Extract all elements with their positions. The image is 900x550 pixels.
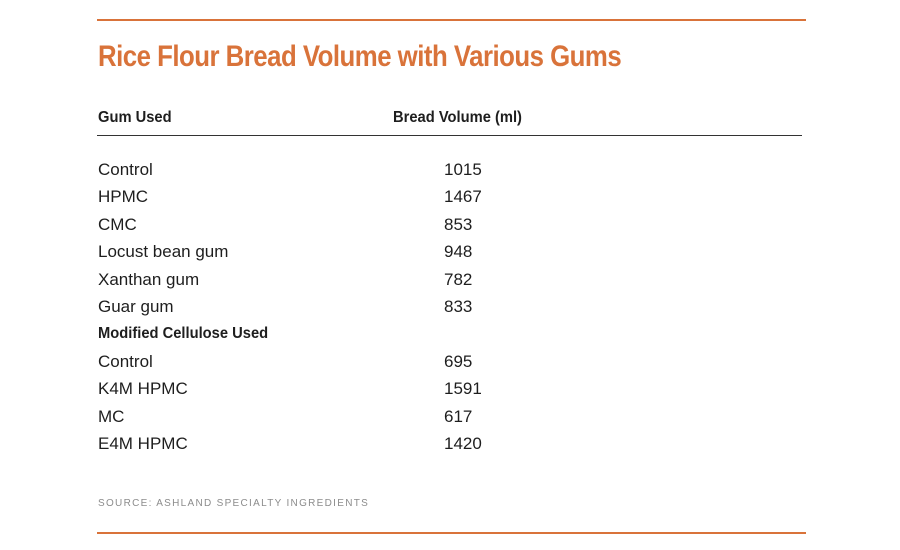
table-row: CMC 853 [0, 212, 900, 239]
row-gum-name: CMC [98, 214, 137, 234]
row-gum-name: Locust bean gum [98, 242, 229, 262]
table-row: Guar gum 833 [0, 294, 900, 321]
section-heading: Modified Cellulose Used [98, 325, 269, 343]
row-bread-volume: 1420 [444, 433, 482, 453]
row-gum-name: K4M HPMC [98, 379, 188, 399]
row-bread-volume: 1591 [444, 379, 482, 399]
source-note: SOURCE: ASHLAND SPECIALTY INGREDIENTS [98, 498, 370, 509]
table-row: Locust bean gum 948 [0, 239, 900, 266]
row-bread-volume: 833 [444, 296, 473, 316]
table-row: Control 695 [0, 349, 900, 376]
header-divider [97, 135, 802, 136]
column-header-bread-volume: Bread Volume (ml) [393, 109, 522, 126]
row-bread-volume: 1015 [444, 160, 482, 179]
row-gum-name: MC [98, 406, 125, 426]
table-row: Control 1015 [0, 157, 900, 184]
row-gum-name: HPMC [98, 187, 149, 207]
table-row: Xanthan gum 782 [0, 267, 900, 294]
row-gum-name: E4M HPMC [98, 433, 188, 453]
table-row: HPMC 1467 [0, 184, 900, 211]
row-bread-volume: 695 [444, 351, 473, 371]
table-row: K4M HPMC 1591 [0, 376, 900, 403]
row-bread-volume: 617 [444, 406, 473, 426]
row-gum-name: Control [98, 351, 153, 371]
table-body: Control 1015 HPMC 1467 CMC 853 Locust bean gum… [0, 157, 900, 458]
row-bread-volume: 782 [444, 269, 473, 289]
top-divider [97, 19, 806, 21]
row-gum-name: Control [98, 160, 153, 179]
row-bread-volume: 1467 [444, 187, 482, 207]
table-row: E4M HPMC 1420 [0, 431, 900, 458]
section-heading-row: Modified Cellulose Used [0, 321, 900, 348]
row-bread-volume: 853 [444, 214, 473, 234]
table-row: MC 617 [0, 404, 900, 431]
column-header-gum-used: Gum Used [98, 109, 172, 126]
bottom-divider [97, 532, 806, 534]
row-gum-name: Xanthan gum [98, 269, 200, 289]
row-bread-volume: 948 [444, 242, 473, 262]
table-title: Rice Flour Bread Volume with Various Gum… [98, 40, 622, 73]
row-gum-name: Guar gum [98, 296, 174, 316]
